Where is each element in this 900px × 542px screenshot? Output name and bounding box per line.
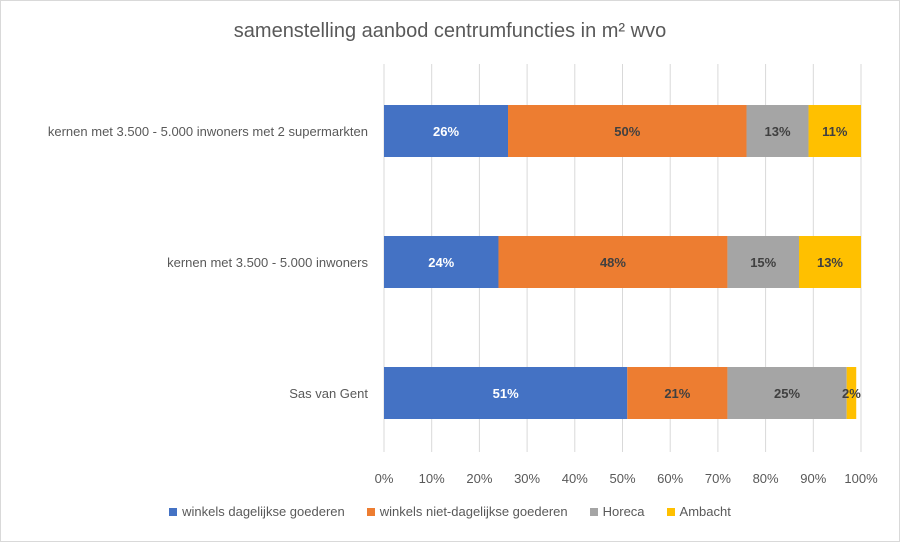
data-label: 2% [842, 386, 861, 401]
x-tick-label: 10% [419, 471, 445, 486]
legend-label: winkels dagelijkse goederen [182, 504, 345, 519]
bar-segment [384, 236, 499, 288]
category-label: Sas van Gent [289, 386, 368, 401]
bar-segment [727, 367, 847, 419]
bar-segment [498, 236, 728, 288]
bar-segment [384, 367, 628, 419]
category-labels: kernen met 3.500 - 5.000 inwoners met 2 … [48, 124, 369, 401]
bar-segment [508, 105, 747, 157]
legend-label: Ambacht [679, 504, 731, 519]
data-label: 48% [600, 255, 626, 270]
x-tick-label: 50% [609, 471, 635, 486]
legend-swatch [666, 507, 675, 516]
data-label: 13% [765, 124, 791, 139]
data-label: 21% [664, 386, 690, 401]
x-tick-label: 100% [844, 471, 878, 486]
legend-label: Horeca [602, 504, 645, 519]
x-tick-label: 30% [514, 471, 540, 486]
bar-segment [808, 105, 861, 157]
bar-segment [384, 105, 509, 157]
x-tick-label: 70% [705, 471, 731, 486]
x-tick-label: 60% [657, 471, 683, 486]
chart-title: samenstelling aanbod centrumfuncties in … [234, 20, 666, 42]
data-labels: 26% 50% 13% 11% 24% 48% 15% 13% 51% 21% 25% 2% [428, 124, 861, 401]
x-tick-label: 40% [562, 471, 588, 486]
bar-segment [746, 105, 809, 157]
bars [384, 105, 861, 419]
data-label: 11% [822, 124, 848, 139]
legend-item: winkels dagelijkse goederen [169, 504, 345, 519]
data-label: 13% [817, 255, 843, 270]
data-label: 26% [433, 124, 459, 139]
legend-swatch [589, 507, 598, 516]
bar-segment [727, 236, 799, 288]
legend: winkels dagelijkse goederen winkels niet-… [0, 504, 900, 519]
legend-swatch [366, 507, 375, 516]
legend-item: Ambacht [666, 504, 731, 519]
category-label: kernen met 3.500 - 5.000 inwoners [167, 255, 368, 270]
legend-swatch [169, 507, 178, 516]
legend-item: winkels niet-dagelijkse goederen [366, 504, 568, 519]
x-tick-label: 90% [800, 471, 826, 486]
data-label: 15% [750, 255, 776, 270]
data-label: 51% [493, 386, 519, 401]
category-label: kernen met 3.500 - 5.000 inwoners met 2 … [48, 124, 368, 139]
x-tick-label: 20% [466, 471, 492, 486]
legend-label: winkels niet-dagelijkse goederen [379, 504, 568, 519]
bar-segment [846, 367, 857, 419]
legend-item: Horeca [589, 504, 645, 519]
data-label: 24% [428, 255, 454, 270]
data-label: 25% [774, 386, 800, 401]
bar-segment [627, 367, 728, 419]
bar-segment [798, 236, 861, 288]
x-tick-label: 0% [375, 471, 394, 486]
x-tick-label: 80% [753, 471, 779, 486]
x-tick-labels: 0% 10% 20% 30% 40% 50% 60% 70% 80% 90% 100% [375, 471, 878, 486]
data-label: 50% [614, 124, 640, 139]
